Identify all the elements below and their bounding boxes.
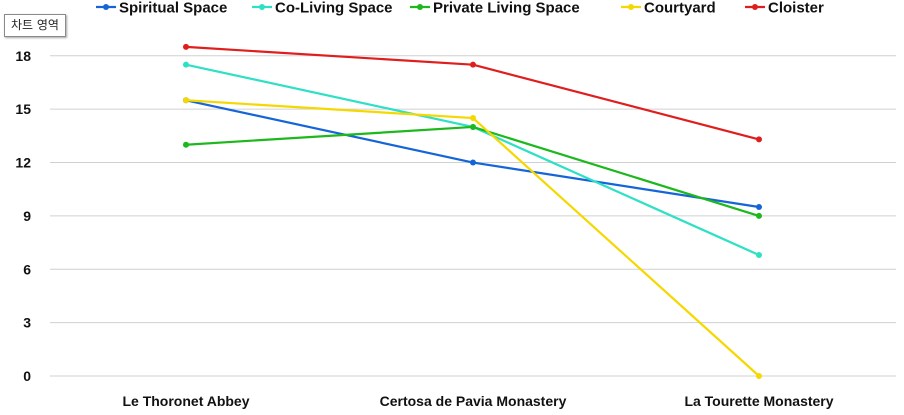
series-line-private-living-space[interactable]: [184, 125, 761, 217]
x-category-label: Le Thoronet Abbey: [122, 393, 249, 409]
series-private-living-space[interactable]: [183, 123, 762, 219]
data-point[interactable]: [470, 123, 476, 130]
y-tick-label: 12: [15, 155, 31, 171]
chart-area-tooltip: 차트 영역: [4, 14, 66, 37]
legend-marker: [103, 4, 109, 10]
data-point[interactable]: [470, 61, 476, 68]
series-line-courtyard[interactable]: [184, 99, 761, 378]
legend-label: Cloister: [768, 0, 824, 17]
data-point[interactable]: [470, 115, 476, 122]
x-category-label: La Tourette Monastery: [684, 393, 833, 409]
y-axis-ticks: 0 3 6 9 12 15 18: [15, 48, 31, 384]
data-point[interactable]: [183, 97, 189, 104]
gridlines: [50, 55, 896, 377]
y-tick-label: 15: [15, 101, 31, 117]
data-point[interactable]: [470, 159, 476, 166]
data-point[interactable]: [183, 43, 189, 50]
legend-label: Courtyard: [644, 0, 716, 17]
data-point[interactable]: [756, 204, 762, 210]
data-point[interactable]: [756, 373, 762, 379]
legend-marker: [628, 4, 634, 10]
plot-series[interactable]: [183, 43, 762, 379]
legend-label: Co-Living Space: [275, 0, 393, 17]
x-category-label: Certosa de Pavia Monastery: [380, 393, 567, 409]
y-tick-label: 9: [23, 208, 31, 224]
data-point[interactable]: [183, 141, 189, 148]
x-axis-categories: Le Thoronet Abbey Certosa de Pavia Monast…: [122, 393, 833, 409]
legend-marker: [417, 4, 423, 10]
legend-marker: [259, 4, 265, 10]
data-point[interactable]: [756, 212, 762, 219]
data-point[interactable]: [756, 136, 762, 143]
y-tick-label: 3: [23, 315, 31, 331]
y-tick-label: 18: [15, 48, 31, 64]
legend-item-co-living-space[interactable]: Co-Living Space: [252, 0, 393, 17]
y-tick-label: 6: [23, 261, 31, 277]
series-courtyard[interactable]: [183, 97, 762, 379]
legend-item-courtyard[interactable]: Courtyard: [621, 0, 716, 17]
series-spiritual-space[interactable]: [183, 97, 762, 210]
y-tick-label: 0: [23, 368, 31, 384]
data-point[interactable]: [756, 252, 762, 259]
legend[interactable]: Spiritual Space Co-Living Space Private Li…: [96, 0, 824, 17]
legend-item-spiritual-space[interactable]: Spiritual Space: [96, 0, 227, 17]
legend-label: Private Living Space: [433, 0, 580, 17]
legend-item-cloister[interactable]: Cloister: [745, 0, 824, 17]
data-point[interactable]: [183, 61, 189, 68]
legend-label: Spiritual Space: [119, 0, 227, 17]
legend-marker: [752, 4, 758, 10]
legend-item-private-living-space[interactable]: Private Living Space: [410, 0, 580, 17]
series-cloister[interactable]: [183, 43, 762, 143]
